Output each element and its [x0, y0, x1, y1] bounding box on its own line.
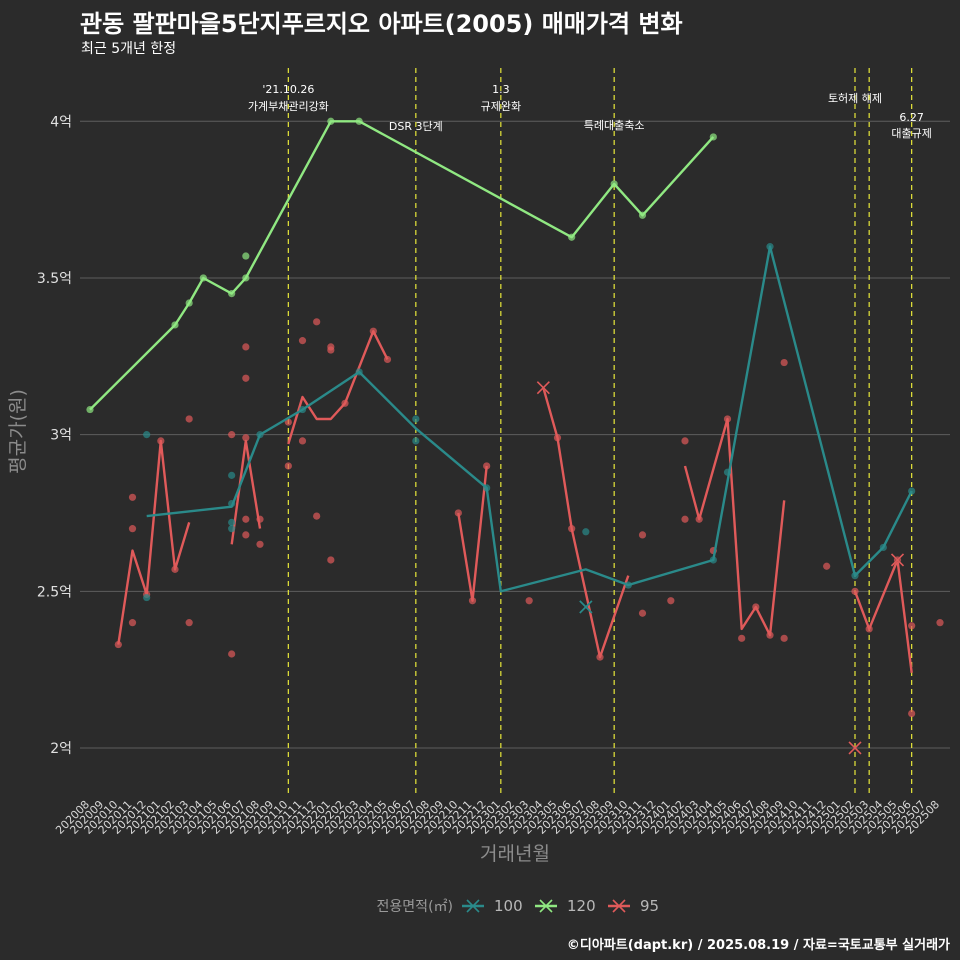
chart-title: 관동 팔판마을5단지푸르지오 아파트(2005) 매매가격 변화 — [80, 10, 683, 38]
data-point — [128, 493, 137, 501]
y-axis-title: 평균가(원) — [7, 389, 29, 474]
data-point — [823, 562, 831, 570]
y-tick-label: 3억 — [50, 428, 72, 444]
event-label: DSR 3단계 — [389, 120, 443, 133]
event-label: 토허제 해제 — [828, 91, 882, 105]
x-axis-title: 거래년월 — [480, 843, 550, 865]
data-point — [143, 593, 151, 602]
data-point — [738, 634, 746, 642]
data-point — [638, 531, 647, 539]
data-point — [242, 515, 250, 523]
legend-title: 전용면적(㎡) — [377, 899, 453, 915]
data-cross-marker — [539, 899, 553, 913]
series-line — [230, 439, 262, 545]
series-line — [117, 439, 191, 645]
data-cross-marker — [848, 741, 862, 755]
data-point — [525, 597, 533, 605]
data-point — [681, 515, 689, 523]
data-cross-marker — [466, 899, 480, 913]
y-tick-label: 4억 — [50, 114, 72, 130]
data-point — [936, 619, 944, 627]
event-label: 대출규제 — [891, 127, 931, 140]
data-point — [483, 462, 491, 470]
data-point — [681, 437, 689, 445]
series-100 — [143, 243, 916, 614]
data-point — [242, 374, 250, 382]
data-point — [228, 525, 236, 533]
grid-lines — [80, 120, 950, 749]
legend-label: 100 — [494, 897, 523, 915]
data-point — [228, 650, 236, 658]
legend: 전용면적(㎡) 100 120 95 — [377, 897, 660, 915]
event-label: '21.10.26 — [262, 83, 314, 96]
data-point — [454, 509, 462, 517]
data-point — [908, 622, 916, 630]
data-point — [780, 634, 788, 642]
data-point — [313, 512, 321, 520]
data-point — [128, 525, 137, 533]
series-line — [542, 387, 630, 659]
data-point — [412, 415, 420, 423]
series-line — [457, 465, 488, 602]
data-point — [667, 597, 675, 605]
data-point — [185, 415, 193, 423]
data-point — [242, 252, 250, 260]
series-line — [287, 330, 389, 445]
data-point — [412, 437, 420, 445]
data-point — [582, 528, 590, 536]
y-tick-label: 2.5억 — [37, 584, 72, 600]
axes: 2억2.5억3억3.5억4억20200820200920201020201120… — [7, 114, 942, 865]
y-tick-label: 2억 — [50, 741, 72, 757]
event-label: 특례대출축소 — [584, 119, 645, 132]
data-point — [298, 337, 307, 345]
source-caption: ©디아파트(dapt.kr) / 2025.08.19 / 자료=국토교통부 실… — [566, 938, 950, 953]
event-label: 규제완화 — [481, 100, 521, 113]
data-point — [242, 531, 250, 539]
data-point — [313, 318, 321, 326]
data-cross-marker — [890, 553, 905, 567]
data-point — [242, 343, 250, 351]
data-point — [284, 462, 292, 470]
legend-label: 120 — [567, 897, 596, 915]
data-point — [228, 431, 236, 439]
series-line — [89, 120, 715, 411]
event-label: 6.27 — [899, 111, 924, 124]
event-label: 1.3 — [492, 83, 510, 96]
legend-label: 95 — [640, 897, 659, 915]
series-line — [146, 245, 913, 593]
data-point — [638, 609, 647, 617]
data-point — [242, 434, 250, 442]
data-point — [185, 619, 193, 627]
data-cross-marker — [579, 600, 593, 614]
data-point — [780, 358, 788, 367]
chart-subtitle: 최근 5개년 한정 — [81, 41, 177, 57]
data-point — [327, 346, 335, 354]
data-point — [256, 540, 264, 548]
data-point — [228, 518, 236, 526]
data-point — [143, 431, 151, 439]
data-point — [298, 437, 307, 445]
data-point — [908, 709, 916, 718]
series-95 — [114, 318, 944, 755]
series-layer — [86, 117, 944, 755]
data-point — [228, 471, 236, 479]
data-point — [327, 556, 335, 564]
data-point — [128, 619, 137, 627]
data-cross-marker — [612, 899, 626, 913]
series-120 — [86, 117, 717, 414]
data-cross-marker — [536, 381, 550, 395]
series-line — [853, 558, 913, 673]
event-label: 가계부채관리강화 — [248, 100, 329, 113]
y-tick-label: 3.5억 — [37, 271, 72, 287]
series-line — [683, 417, 786, 637]
